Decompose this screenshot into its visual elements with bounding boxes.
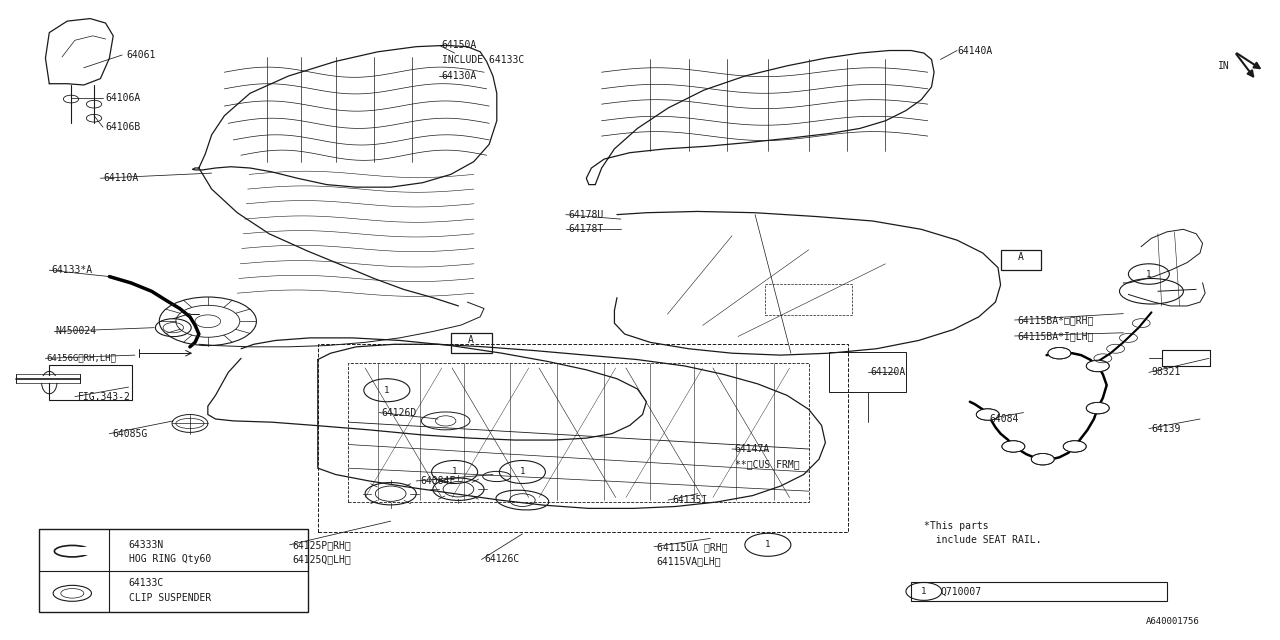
Bar — [77, 547, 96, 555]
Text: 64139: 64139 — [1152, 424, 1181, 433]
Text: 64178U: 64178U — [568, 210, 604, 220]
Text: IN: IN — [1219, 61, 1230, 71]
Circle shape — [1064, 441, 1087, 452]
Text: HOG RING Qty60: HOG RING Qty60 — [128, 554, 211, 564]
Bar — [348, 363, 809, 502]
Text: 64140A: 64140A — [957, 45, 992, 56]
Text: 98321: 98321 — [1152, 367, 1181, 378]
Text: 64115BA*I〈LH〉: 64115BA*I〈LH〉 — [1018, 331, 1093, 341]
Text: 64126D: 64126D — [381, 408, 417, 417]
Text: Q710007: Q710007 — [941, 586, 982, 596]
Circle shape — [1087, 360, 1110, 372]
Text: 64061: 64061 — [125, 50, 155, 60]
Bar — [1001, 250, 1042, 270]
Text: 64333N: 64333N — [128, 540, 164, 550]
Bar — [1162, 350, 1211, 366]
Text: 1: 1 — [765, 540, 771, 549]
Text: 1: 1 — [922, 587, 927, 596]
Text: include SEAT RAIL.: include SEAT RAIL. — [924, 535, 1042, 545]
Text: 64106A: 64106A — [105, 93, 141, 103]
Text: 64133*A: 64133*A — [51, 265, 93, 275]
Circle shape — [1002, 441, 1025, 452]
Text: A: A — [1018, 252, 1024, 262]
Circle shape — [1087, 403, 1110, 414]
Text: N450024: N450024 — [55, 326, 97, 337]
Text: 64133C: 64133C — [128, 578, 164, 588]
Text: 1: 1 — [1146, 269, 1152, 278]
Bar — [829, 352, 906, 392]
Text: CLIP SUSPENDER: CLIP SUSPENDER — [128, 593, 211, 603]
Bar — [451, 333, 492, 353]
Text: 64115BA*□〈RH〉: 64115BA*□〈RH〉 — [1018, 315, 1093, 325]
Text: 64178T: 64178T — [568, 224, 604, 234]
Text: 64150A: 64150A — [442, 40, 477, 51]
Text: 64125P〈RH〉: 64125P〈RH〉 — [292, 540, 351, 550]
Bar — [40, 529, 307, 612]
Text: 64110A: 64110A — [102, 173, 138, 183]
Text: 64125Q〈LH〉: 64125Q〈LH〉 — [292, 554, 351, 564]
Text: INCLUDE 64133C: INCLUDE 64133C — [442, 55, 524, 65]
Circle shape — [1032, 454, 1055, 465]
Text: A: A — [468, 335, 474, 346]
Bar — [50, 365, 132, 400]
Text: 64106B: 64106B — [105, 122, 141, 132]
Bar — [317, 344, 849, 532]
Text: 64135I: 64135I — [672, 495, 708, 505]
Bar — [765, 284, 852, 315]
Text: 64084: 64084 — [989, 414, 1019, 424]
Text: 64120A: 64120A — [870, 367, 905, 378]
Circle shape — [977, 409, 1000, 420]
Text: 64084F: 64084F — [420, 476, 456, 486]
Text: 1: 1 — [384, 386, 389, 395]
Text: 64115UA 〈RH〉: 64115UA 〈RH〉 — [657, 541, 727, 552]
Text: 64156G〈RH,LH〉: 64156G〈RH,LH〉 — [47, 354, 116, 363]
Text: **〈CUS FRM〉: **〈CUS FRM〉 — [735, 459, 799, 468]
Text: 64126C: 64126C — [484, 554, 520, 564]
Text: *This parts: *This parts — [924, 520, 988, 531]
Text: 64115VA〈LH〉: 64115VA〈LH〉 — [657, 556, 721, 566]
Text: FIG.343-2: FIG.343-2 — [77, 392, 131, 402]
Text: 64085G: 64085G — [111, 429, 147, 438]
Text: A640001756: A640001756 — [1147, 617, 1201, 626]
Text: 64147A: 64147A — [735, 444, 769, 454]
Text: 1: 1 — [520, 467, 525, 477]
Bar — [911, 582, 1167, 601]
Text: 64130A: 64130A — [442, 71, 477, 81]
Text: 1: 1 — [452, 467, 457, 477]
Circle shape — [1048, 348, 1071, 359]
Bar — [1162, 350, 1211, 366]
